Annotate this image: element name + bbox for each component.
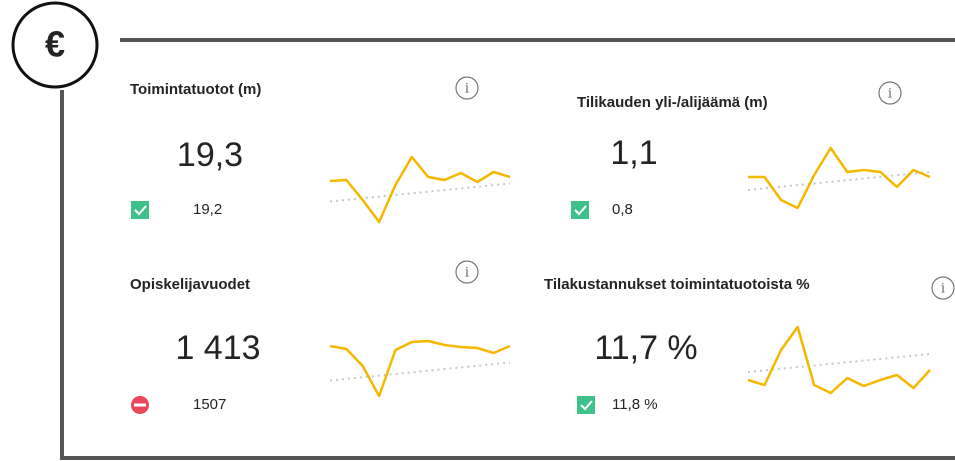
- status-ok: [131, 201, 149, 219]
- card-title: Tilakustannukset toimintatuotoista %: [544, 276, 810, 293]
- comparison-value: 19,2: [193, 201, 222, 218]
- trend-line: [747, 171, 931, 191]
- kpi-value: 1,1: [610, 134, 657, 172]
- info-glyph: i: [465, 82, 469, 97]
- frame: [60, 38, 955, 460]
- kpi-value: 11,7 %: [594, 329, 697, 367]
- sparkline: [329, 339, 511, 398]
- card-title: Toimintatuotot (m): [130, 81, 261, 98]
- info-icon: [931, 276, 955, 300]
- card-title: Tilikauden yli-/alijäämä (m): [577, 94, 768, 111]
- badge: €: [45, 24, 65, 65]
- comparison-value: 0,8: [612, 201, 633, 218]
- status-check: [574, 205, 587, 216]
- sparkline: [748, 146, 931, 210]
- sparkline: [747, 325, 931, 395]
- info-icon: [878, 81, 902, 105]
- sparkline: [329, 155, 511, 224]
- info-glyph: i: [465, 266, 469, 281]
- trend-line: [747, 353, 931, 373]
- comparison-value: 1507: [193, 396, 226, 413]
- trend-line: [329, 361, 511, 382]
- status-ok: [571, 201, 589, 219]
- status-check: [580, 400, 593, 411]
- kpi-value: 1 413: [175, 329, 260, 367]
- badge-circle: [11, 1, 99, 89]
- comparison-value: 11,8 %: [612, 396, 658, 413]
- info-icon: [455, 260, 479, 284]
- status-check: [134, 205, 147, 216]
- info-glyph: i: [941, 282, 945, 297]
- kpi-value: 19,3: [177, 136, 243, 174]
- status-ok: [577, 396, 595, 414]
- info-icon: [455, 76, 479, 100]
- info-glyph: i: [888, 87, 892, 102]
- card-title: Opiskelijavuodet: [130, 276, 250, 293]
- status-bar: [134, 403, 146, 407]
